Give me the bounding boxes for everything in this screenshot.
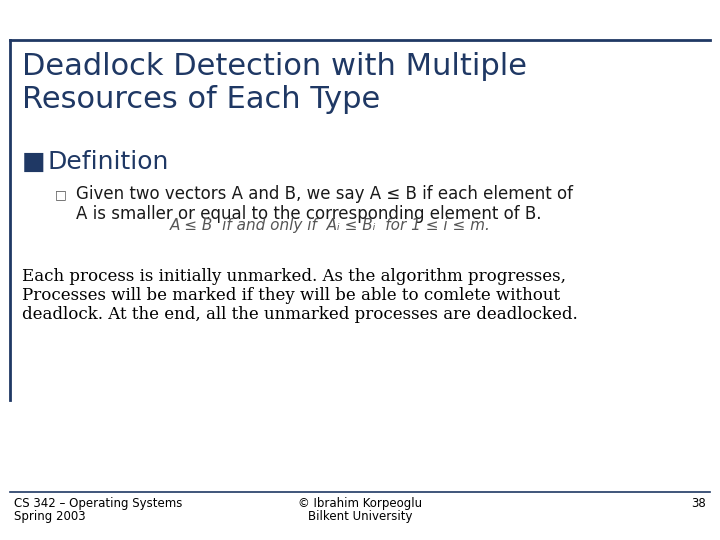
Text: CS 342 – Operating Systems: CS 342 – Operating Systems bbox=[14, 497, 182, 510]
Text: A is smaller or equal to the corresponding element of B.: A is smaller or equal to the correspondi… bbox=[76, 205, 541, 223]
Text: Given two vectors A and B, we say A ≤ B if each element of: Given two vectors A and B, we say A ≤ B … bbox=[76, 185, 573, 203]
Text: deadlock. At the end, all the unmarked processes are deadlocked.: deadlock. At the end, all the unmarked p… bbox=[22, 306, 577, 323]
Text: Each process is initially unmarked. As the algorithm progresses,: Each process is initially unmarked. As t… bbox=[22, 268, 566, 285]
Text: ■: ■ bbox=[22, 150, 45, 174]
Text: A ≤ B  if and only if  Aᵢ ≤ Bᵢ  for 1 ≤ i ≤ m.: A ≤ B if and only if Aᵢ ≤ Bᵢ for 1 ≤ i ≤… bbox=[170, 218, 491, 233]
Text: Deadlock Detection with Multiple: Deadlock Detection with Multiple bbox=[22, 52, 527, 81]
Text: Bilkent University: Bilkent University bbox=[307, 510, 413, 523]
Text: □: □ bbox=[55, 188, 67, 201]
Text: 38: 38 bbox=[691, 497, 706, 510]
Text: © Ibrahim Korpeoglu: © Ibrahim Korpeoglu bbox=[298, 497, 422, 510]
Text: Resources of Each Type: Resources of Each Type bbox=[22, 85, 380, 114]
Text: Spring 2003: Spring 2003 bbox=[14, 510, 86, 523]
Text: Definition: Definition bbox=[48, 150, 169, 174]
Text: Processes will be marked if they will be able to comlete without: Processes will be marked if they will be… bbox=[22, 287, 560, 304]
